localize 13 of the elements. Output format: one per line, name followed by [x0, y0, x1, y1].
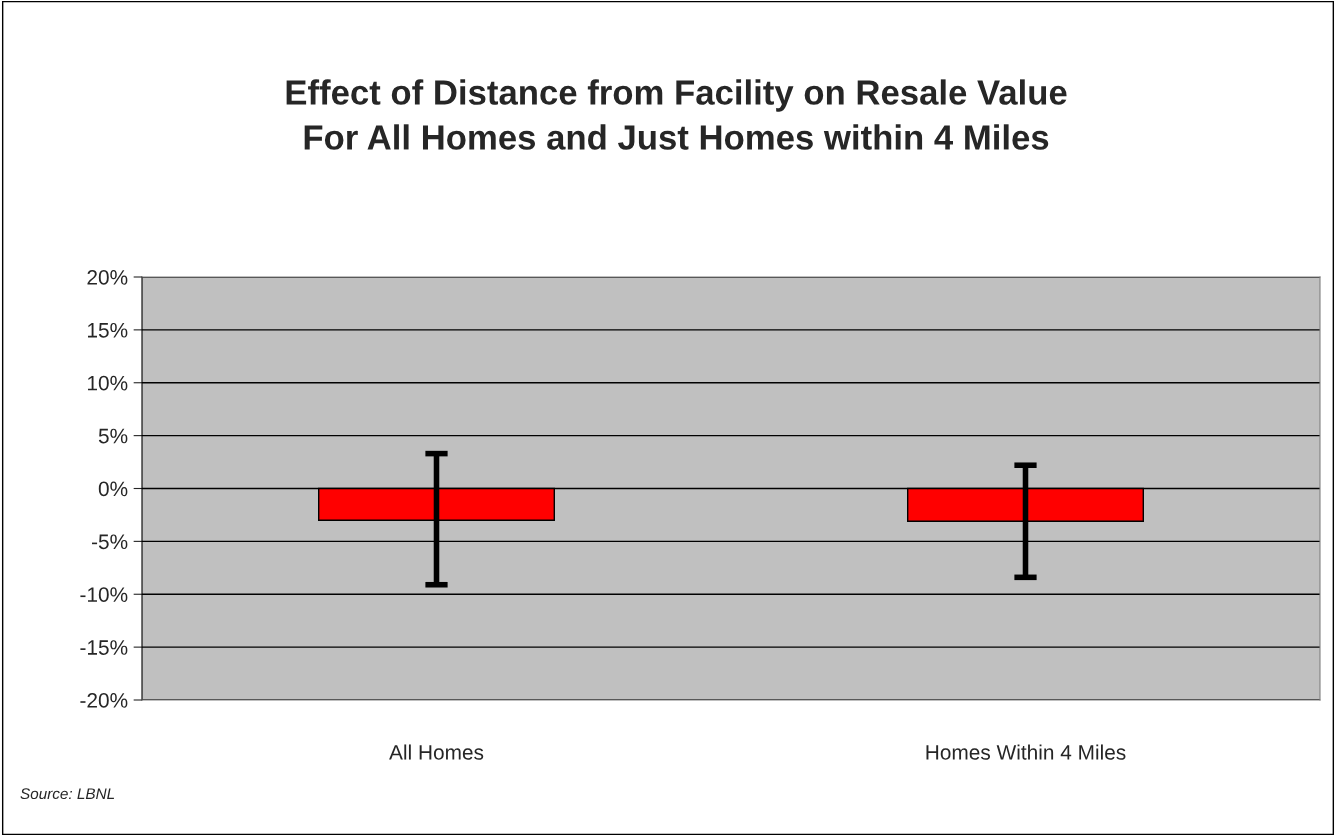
y-tick-label: -10%: [80, 587, 128, 602]
y-tick-label: -20%: [80, 693, 128, 708]
source-note: Source: LBNL: [20, 788, 115, 800]
y-tick-label: -15%: [80, 640, 128, 655]
y-tick-label: 20%: [87, 270, 128, 285]
x-tick-label: All Homes: [389, 744, 484, 760]
y-tick-label: 15%: [88, 322, 128, 338]
chart-title: Effect of Distance from Facility on Resale Value For All Homes and Just Homes within 4 Miles: [286, 79, 1067, 150]
x-tick-label: Homes Within 4 Miles: [926, 744, 1126, 760]
y-tick-label: 5%: [98, 428, 128, 444]
y-tick-label: -5%: [91, 534, 128, 550]
y-tick-label: 10%: [88, 375, 128, 391]
y-tick-label: 0%: [98, 481, 128, 497]
